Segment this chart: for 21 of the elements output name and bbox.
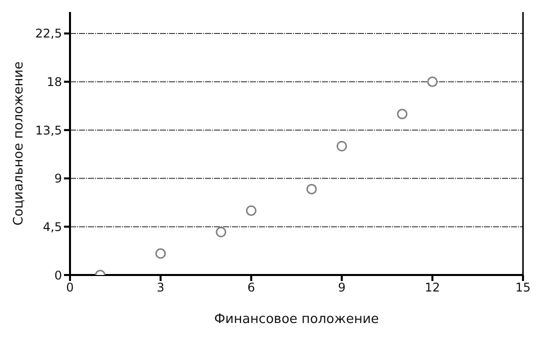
point bbox=[216, 226, 226, 238]
x-axis-title: Финансовое положение bbox=[214, 312, 379, 327]
point bbox=[306, 184, 317, 194]
point bbox=[246, 205, 256, 216]
y-tick-label: 18 bbox=[46, 75, 62, 90]
x-tick-label: 12 bbox=[424, 280, 440, 295]
y-tick-label: 22,5 bbox=[35, 26, 62, 41]
y-tick-label: 4,5 bbox=[42, 220, 62, 234]
x-tick-label: 3 bbox=[156, 280, 164, 295]
point bbox=[155, 248, 166, 259]
point bbox=[427, 76, 438, 88]
y-tick-label: 9 bbox=[54, 172, 62, 186]
x-tick-label: 15 bbox=[515, 280, 531, 295]
x-tick-label: 0 bbox=[66, 280, 74, 295]
y-tick-label: 13,5 bbox=[35, 123, 62, 138]
x-tick-label: 6 bbox=[247, 280, 256, 295]
x-tick-label: 9 bbox=[338, 280, 346, 295]
point bbox=[396, 108, 408, 120]
point bbox=[336, 140, 348, 152]
y-axis-title: Социальное положение bbox=[12, 61, 27, 226]
y-tick-label: 0 bbox=[54, 268, 62, 282]
